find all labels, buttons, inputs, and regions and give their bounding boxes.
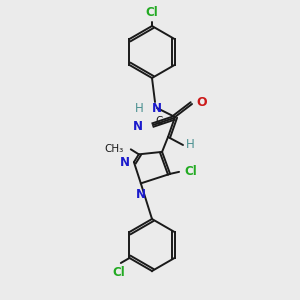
Text: C: C bbox=[155, 116, 162, 126]
Text: N: N bbox=[133, 121, 143, 134]
Text: N: N bbox=[120, 156, 130, 169]
Text: N: N bbox=[152, 101, 162, 115]
Text: N: N bbox=[136, 188, 146, 201]
Text: H: H bbox=[135, 101, 144, 115]
Text: Cl: Cl bbox=[184, 165, 197, 178]
Text: Cl: Cl bbox=[146, 6, 158, 19]
Text: CH₃: CH₃ bbox=[105, 144, 124, 154]
Text: Cl: Cl bbox=[112, 266, 125, 279]
Text: H: H bbox=[186, 139, 195, 152]
Text: O: O bbox=[196, 97, 207, 110]
